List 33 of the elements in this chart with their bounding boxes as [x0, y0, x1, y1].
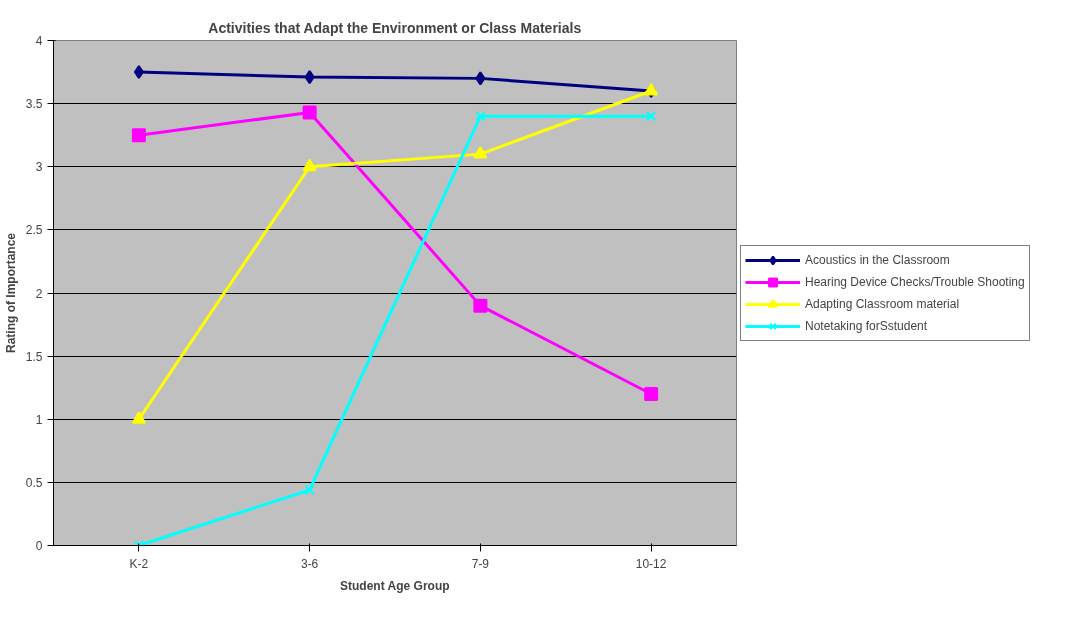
legend-label: Acoustics in the Classroom	[805, 252, 950, 267]
y-tick-label: 4	[35, 34, 43, 48]
y-tick-label: 2	[35, 286, 43, 301]
x-tick-label: 10-12	[635, 556, 667, 571]
y-tick-label: 3	[35, 160, 43, 175]
y-tick-label: 0.5	[25, 475, 43, 490]
point	[644, 387, 659, 401]
y-axis-title: Rating of Importance	[3, 232, 18, 353]
y-tick-label: 0	[35, 539, 43, 553]
chart-title: Activities that Adapt the Environment or Class Materials	[208, 19, 582, 36]
point	[475, 111, 486, 122]
y-tick-label: 1.5	[25, 349, 43, 364]
point	[473, 146, 488, 159]
point	[475, 71, 486, 86]
point	[302, 158, 317, 172]
x-tick-label: K-2	[129, 556, 149, 571]
legend-label: Adapting Classroom material	[805, 296, 960, 311]
point	[133, 65, 144, 80]
legend-label: Hearing Device Checks/Trouble Shooting	[805, 274, 1025, 289]
y-tick-label: 3.5	[25, 97, 43, 112]
x-axis-title: Student Age Group	[340, 578, 450, 593]
point	[302, 105, 317, 120]
x-tick-label: 7-9	[471, 556, 490, 571]
point	[304, 70, 315, 85]
y-tick-label: 2.5	[25, 223, 43, 238]
point	[304, 484, 315, 496]
point	[131, 411, 146, 424]
point	[131, 128, 146, 143]
point	[473, 298, 488, 313]
point	[645, 111, 657, 122]
y-tick-label: 1	[35, 412, 43, 427]
legend-label: Notetaking forSstudent	[805, 318, 928, 333]
x-tick-label: 3-6	[300, 556, 319, 571]
